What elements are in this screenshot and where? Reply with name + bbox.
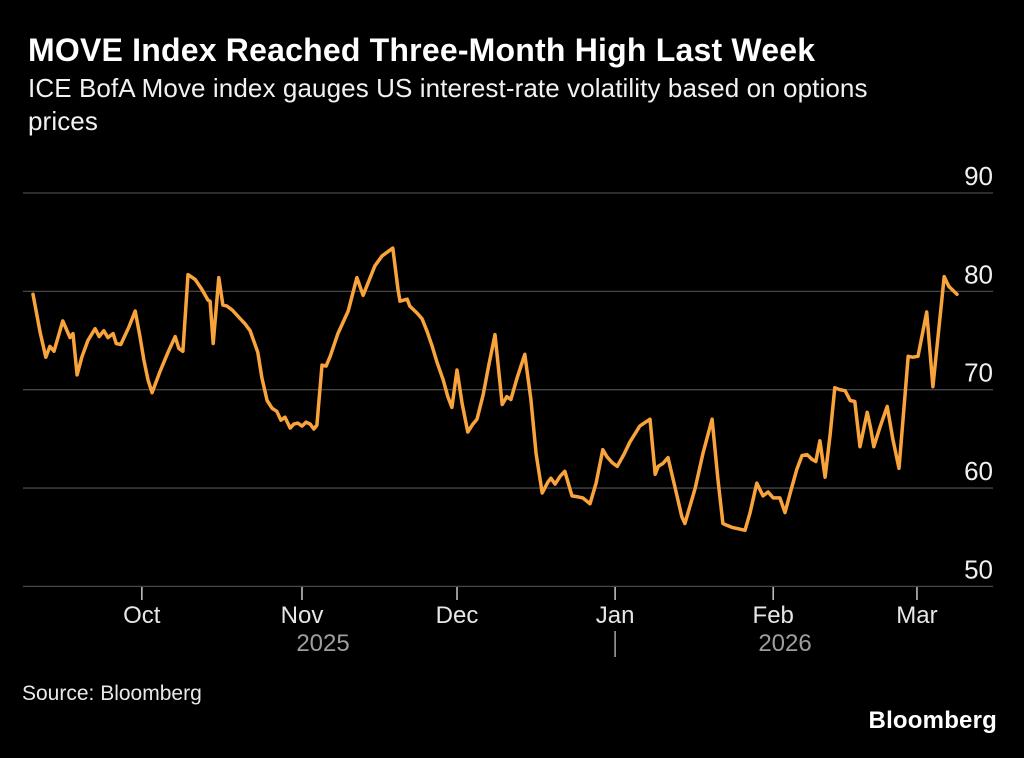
- x-axis-year-label: 2026: [758, 630, 811, 657]
- x-axis-month-label: Feb: [753, 602, 794, 629]
- x-axis-month-label: Mar: [896, 602, 937, 629]
- chart-subtitle: ICE BofA Move index gauges US interest-r…: [28, 72, 868, 138]
- bloomberg-logo: Bloomberg: [868, 707, 997, 734]
- subtitle-line-1: ICE BofA Move index gauges US interest-r…: [28, 73, 868, 103]
- page-title: MOVE Index Reached Three-Month High Last…: [28, 32, 816, 68]
- y-axis-label: 80: [964, 259, 993, 289]
- x-axis-month-label: Dec: [436, 602, 479, 629]
- x-axis-month-label: Nov: [281, 602, 324, 629]
- x-axis-month-label: Jan: [596, 602, 635, 629]
- y-axis-label: 60: [964, 456, 993, 486]
- subtitle-line-2: prices: [28, 106, 98, 136]
- y-axis-label: 50: [964, 554, 993, 584]
- x-axis-year-label: 2025: [296, 630, 349, 657]
- source-note: Source: Bloomberg: [22, 682, 202, 705]
- y-axis-label: 90: [964, 161, 993, 191]
- x-axis-month-label: Oct: [123, 602, 161, 629]
- y-axis-label: 70: [964, 358, 993, 388]
- move-index-line: [31, 246, 959, 533]
